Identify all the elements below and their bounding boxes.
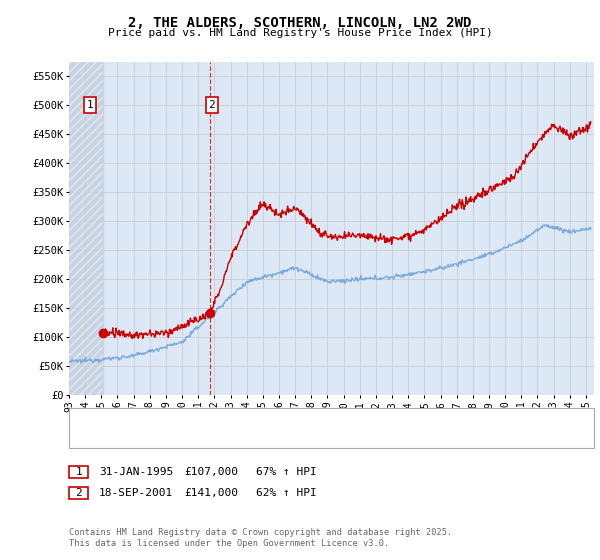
Bar	[69, 62, 103, 395]
Text: 2, THE ALDERS, SCOTHERN, LINCOLN, LN2 2WD (detached house): 2, THE ALDERS, SCOTHERN, LINCOLN, LN2 2W…	[106, 415, 454, 425]
Text: 2: 2	[209, 100, 215, 110]
Bar	[69, 62, 103, 395]
Text: 62% ↑ HPI: 62% ↑ HPI	[256, 488, 317, 498]
Text: 67% ↑ HPI: 67% ↑ HPI	[256, 467, 317, 477]
Text: 31-JAN-1995: 31-JAN-1995	[99, 467, 173, 477]
Text: Price paid vs. HM Land Registry's House Price Index (HPI): Price paid vs. HM Land Registry's House …	[107, 28, 493, 38]
Text: £141,000: £141,000	[184, 488, 238, 498]
Text: 1: 1	[75, 467, 82, 477]
Text: 2: 2	[75, 488, 82, 498]
Text: 1: 1	[86, 100, 94, 110]
Text: 2, THE ALDERS, SCOTHERN, LINCOLN, LN2 2WD: 2, THE ALDERS, SCOTHERN, LINCOLN, LN2 2W…	[128, 16, 472, 30]
Text: Contains HM Land Registry data © Crown copyright and database right 2025.
This d: Contains HM Land Registry data © Crown c…	[69, 528, 452, 548]
Text: £107,000: £107,000	[184, 467, 238, 477]
Text: HPI: Average price, detached house, West Lindsey: HPI: Average price, detached house, West…	[106, 432, 394, 442]
Text: 18-SEP-2001: 18-SEP-2001	[99, 488, 173, 498]
